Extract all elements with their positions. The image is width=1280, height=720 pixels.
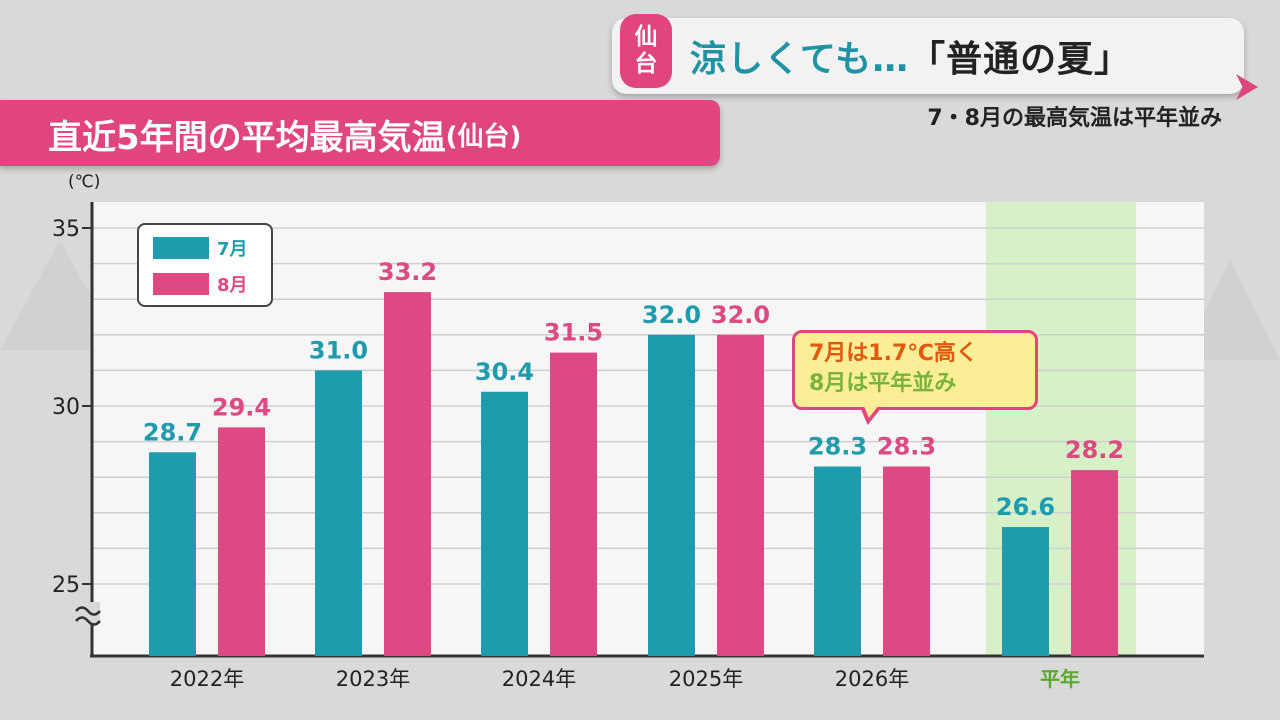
data-label: 26.6 [996,493,1055,521]
callout-line-july: 7月は1.7℃高く [809,341,978,366]
bar-july [315,370,362,656]
bar-july [149,452,196,656]
x-tick-label: 2024年 [502,667,576,691]
chart-title-bar [0,100,720,166]
y-tick-label: 30 [52,395,80,420]
city-badge: 仙 台 [620,14,672,88]
bar-august [218,427,265,656]
axis-break-icon [75,606,101,616]
legend-label-august: 8月 [217,275,248,296]
headline-banner [612,18,1244,94]
data-label: 32.0 [711,301,770,329]
chart-title: 直近5年間の平均最高気温 (仙台) [48,104,521,164]
bar-july [1002,527,1049,656]
data-label: 33.2 [378,258,437,286]
x-tick-label: 平年 [1040,667,1080,691]
legend-label-july: 7月 [217,239,248,260]
legend-swatch-august [153,273,209,295]
data-label: 28.7 [143,418,202,446]
callout-line-august: 8月は平年並み [809,371,957,396]
bar-july [648,334,695,656]
bar-july [481,391,528,656]
data-label: 29.4 [212,393,271,421]
chart-title-paren: (仙台) [445,121,522,152]
bar-august [717,334,764,656]
bar-august [384,292,431,656]
bar-august [1071,470,1118,656]
x-tick-label: 2025年 [669,667,743,691]
data-label: 28.3 [808,433,867,461]
data-label: 31.5 [544,319,603,347]
legend-item-august: 8月 [153,272,248,296]
axis-break-icon [75,616,101,626]
chart-title-main: 直近5年間の平均最高気温 [48,117,446,158]
bar-august [883,466,930,656]
bar-july [814,466,861,656]
x-tick-label: 2026年 [835,667,909,691]
data-label: 32.0 [642,301,701,329]
x-tick-label: 2023年 [336,667,410,691]
city-badge-char: 台 [634,51,658,77]
city-badge-char: 仙 [634,24,658,50]
y-tick-label: 25 [52,573,80,598]
x-tick-label: 2022年 [170,667,244,691]
data-label: 31.0 [309,336,368,364]
data-label: 28.2 [1065,436,1124,464]
headline-main: 涼しくても… [690,39,910,80]
data-label: 30.4 [475,358,534,386]
bar-august [550,352,597,656]
y-tick-label: 35 [52,217,80,242]
legend-item-july: 7月 [153,236,248,260]
callout-box: 7月は1.7℃高く 8月は平年並み [792,330,1038,410]
data-label: 28.3 [877,433,936,461]
legend: 7月 8月 [137,223,273,307]
headline: 涼しくても… 「普通の夏」 [690,26,1131,86]
subheadline: 7・8月の最高気温は平年並み [927,106,1222,131]
legend-swatch-july [153,237,209,259]
y-axis-unit: (℃) [68,172,101,192]
headline-quote: 「普通の夏」 [909,39,1132,80]
